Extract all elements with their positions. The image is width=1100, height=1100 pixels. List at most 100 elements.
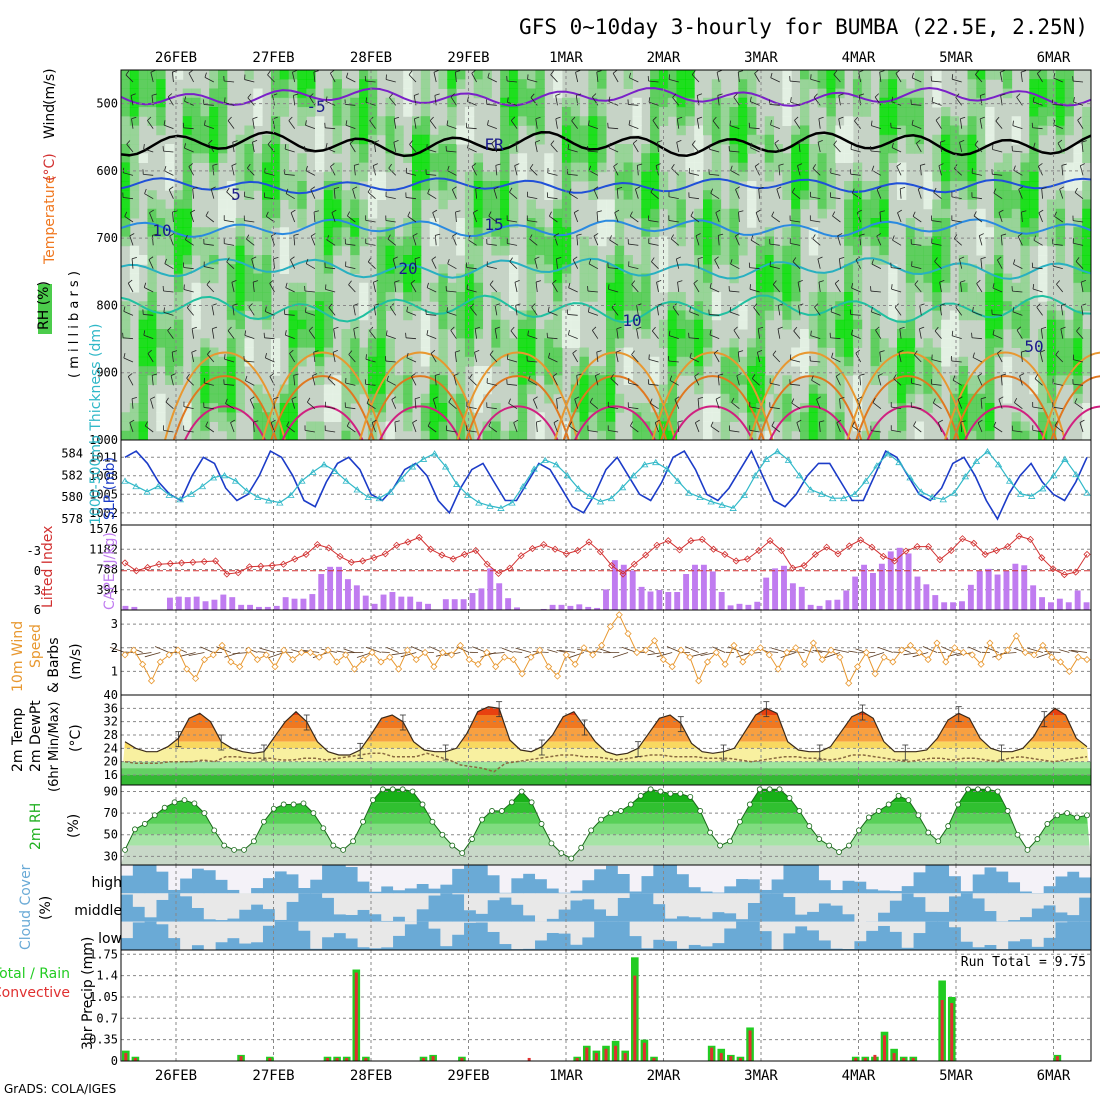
rh-cell: [500, 199, 510, 210]
wind-barb-flag: [572, 349, 577, 354]
rh-cell: [676, 301, 686, 311]
rh-cell: [165, 356, 175, 367]
rh-cell: [235, 301, 245, 311]
wind-barb: [729, 290, 740, 293]
wind-barb: [333, 188, 336, 199]
wind-barb: [514, 165, 518, 176]
rh-cell: [279, 181, 290, 191]
wind10m-point: [227, 658, 235, 666]
rh-cell: [844, 338, 854, 348]
rh-cell: [500, 347, 510, 358]
wind-barb: [938, 422, 942, 433]
rh-cell: [235, 144, 245, 154]
wind-barb: [750, 101, 760, 106]
rh-cell: [1020, 264, 1030, 274]
rh-cell: [253, 310, 263, 321]
wind-barb: [454, 72, 457, 83]
wind-barb-flag: [1041, 326, 1047, 330]
rh-cell: [614, 393, 625, 404]
rh-cell: [614, 338, 625, 348]
rh-cell: [650, 125, 660, 136]
wind-barb-flag: [813, 93, 818, 98]
rh-cell: [403, 264, 413, 274]
wind-barb-flag: [870, 120, 873, 126]
surface-contour: [866, 405, 949, 441]
wind-barb: [735, 189, 740, 199]
tick-label: 800: [96, 298, 118, 312]
rh-cell: [464, 218, 475, 228]
rh-cell: [535, 116, 545, 126]
rh-cell: [218, 125, 228, 136]
rh-cell: [367, 134, 378, 145]
rh-cell: [852, 412, 863, 422]
rh-cell: [447, 282, 457, 293]
thickness-point: [718, 501, 726, 508]
wind10m-barb: [365, 646, 382, 653]
wind-barb: [652, 120, 659, 129]
rh-cell: [526, 88, 536, 99]
rh-cell: [888, 264, 898, 274]
rh-cell: [517, 70, 528, 80]
wind-barb-flag: [589, 397, 593, 403]
wind-barb: [871, 311, 882, 316]
wind-barb-flag: [1033, 142, 1036, 148]
wind10m-point: [183, 665, 191, 673]
rh-cell: [226, 199, 237, 210]
rh-cell: [182, 218, 193, 228]
wind10m-barb: [386, 647, 399, 653]
wind-barb-flag: [892, 235, 895, 241]
wind-barb-flag: [568, 188, 572, 194]
contour-label: 5: [231, 185, 241, 204]
wind-barb: [431, 259, 437, 269]
wind-barb: [407, 215, 417, 223]
rh-cell: [456, 375, 466, 385]
rh-cell: [932, 162, 942, 173]
thickness-point: [1016, 490, 1025, 497]
rh-cell: [121, 97, 131, 108]
rh-cell: [464, 421, 475, 432]
wind-barb-flag: [151, 93, 157, 96]
rh-cell: [923, 255, 933, 265]
wind-barb-flag: [574, 209, 579, 213]
rh-cell: [606, 255, 616, 265]
thickness-point: [795, 472, 804, 479]
rh-cell: [994, 218, 1004, 228]
wind-barb: [470, 307, 477, 316]
rh-cell: [1073, 338, 1083, 348]
wind-barb: [145, 425, 154, 433]
cape-bar: [175, 596, 182, 610]
rh-cell: [1011, 412, 1021, 422]
wind-barb: [737, 352, 740, 363]
rh-cell: [782, 430, 792, 441]
li-point: [845, 542, 853, 550]
rh-cell: [385, 273, 395, 284]
rh-cell: [570, 412, 581, 422]
rh-cell: [782, 88, 792, 99]
rh-cell: [1046, 116, 1057, 126]
wind-barb-flag: [810, 330, 812, 336]
cape-bar: [594, 607, 601, 610]
rh-cell: [650, 366, 660, 376]
rh-cell: [209, 153, 219, 163]
wind-barb: [513, 422, 518, 433]
wind-barb-flag: [367, 187, 371, 193]
rh-cell: [262, 162, 272, 173]
wind-barb-flag: [509, 187, 513, 193]
rh-cell: [544, 190, 554, 200]
wind-barb-flag: [617, 187, 623, 190]
rh-cell: [561, 310, 572, 321]
rh-cell: [226, 329, 237, 339]
rh-cell: [703, 421, 713, 432]
rh-cell: [897, 366, 907, 376]
wind-barb: [952, 379, 962, 386]
rh-cell: [561, 116, 572, 126]
wind-barb: [353, 305, 356, 316]
rh-cell: [412, 171, 422, 182]
rh-cell: [782, 236, 792, 247]
rh-cell: [561, 421, 572, 432]
rh-cell: [588, 366, 598, 376]
rh-cell: [376, 384, 387, 395]
wind-barb-flag: [455, 70, 461, 73]
wind-barb-flag: [247, 163, 251, 169]
cape-bar: [496, 583, 503, 610]
